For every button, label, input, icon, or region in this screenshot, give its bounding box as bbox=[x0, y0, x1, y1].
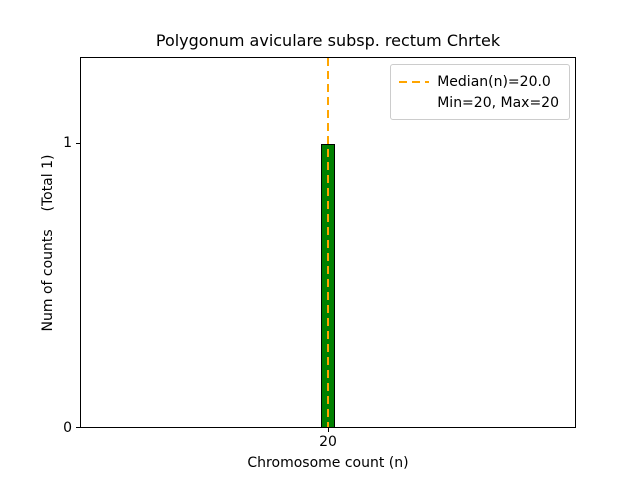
y-axis-label: Num of counts (Total 1) bbox=[40, 154, 56, 332]
x-tick-label-20: 20 bbox=[319, 434, 337, 450]
x-axis-label: Chromosome count (n) bbox=[247, 455, 409, 471]
legend-median-label: Median(n)=20.0 bbox=[437, 73, 551, 90]
legend: Median(n)=20.0 Min=20, Max=20 bbox=[390, 64, 570, 120]
legend-row-minmax: Min=20, Max=20 bbox=[399, 92, 559, 113]
chart-title: Polygonum aviculare subsp. rectum Chrtek bbox=[155, 31, 501, 50]
y-tick-mark-1 bbox=[76, 142, 80, 144]
legend-minmax-label: Min=20, Max=20 bbox=[437, 94, 559, 111]
x-tick-mark-20 bbox=[328, 428, 329, 432]
y-tick-mark-0 bbox=[76, 427, 80, 428]
legend-row-median: Median(n)=20.0 bbox=[399, 71, 559, 92]
y-tick-label-0: 0 bbox=[63, 420, 72, 436]
y-tick-label-1: 1 bbox=[63, 134, 72, 151]
median-dash-icon bbox=[399, 80, 430, 83]
legend-spacer bbox=[399, 102, 429, 104]
median-line bbox=[327, 58, 329, 427]
